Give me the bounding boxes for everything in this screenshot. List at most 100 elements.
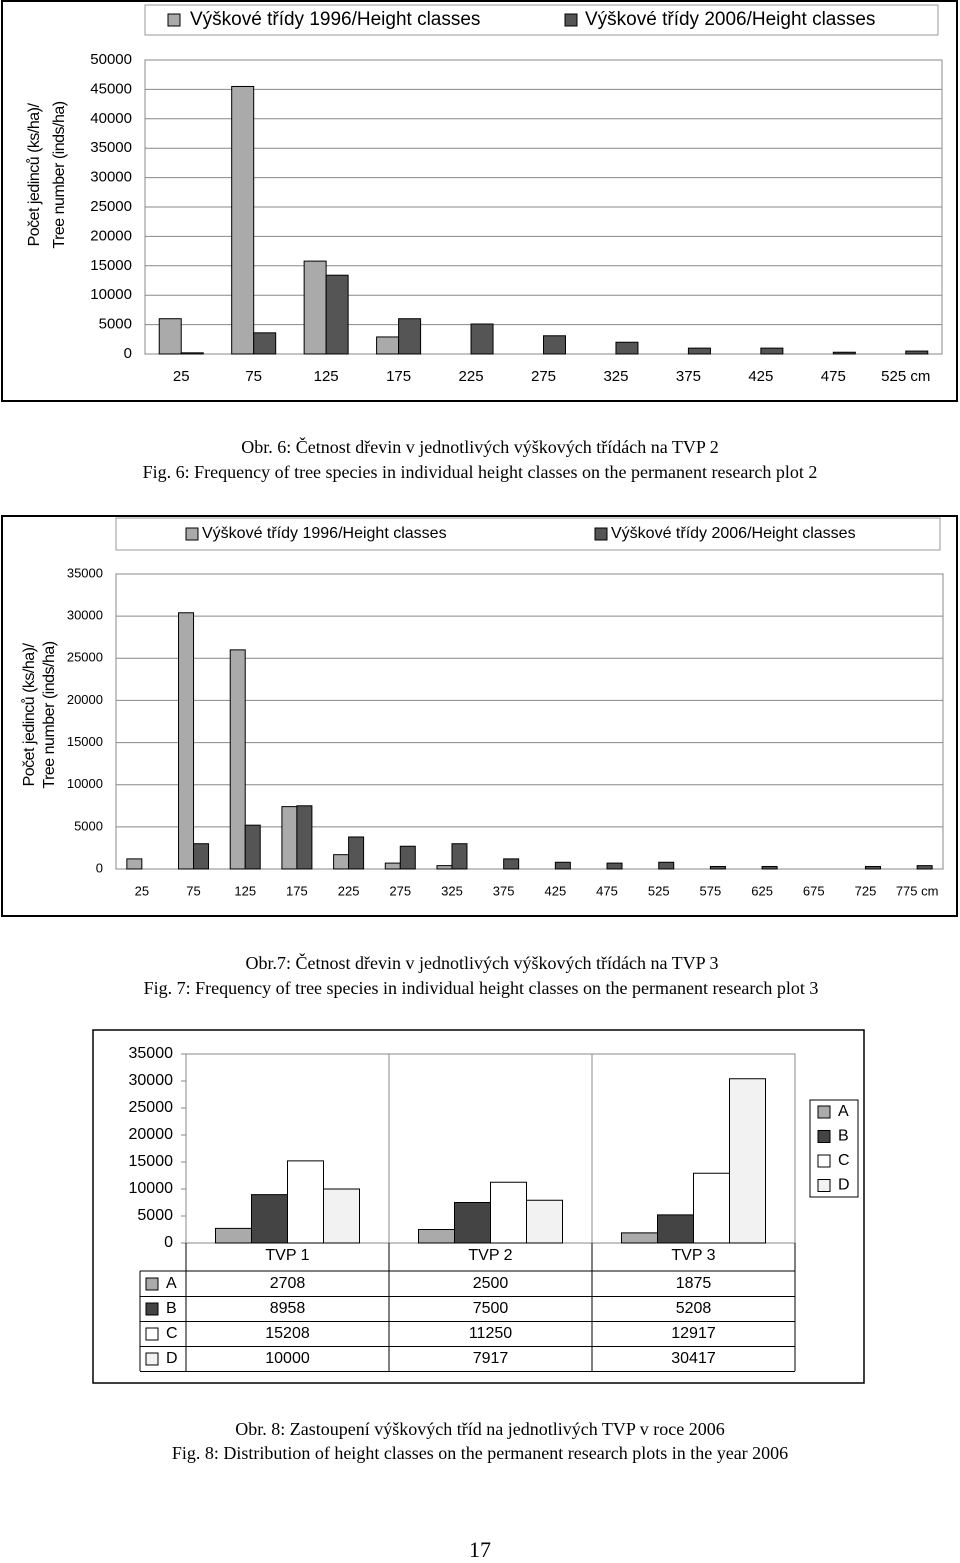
bar (296, 805, 313, 870)
x-tick-label: 475 (596, 883, 618, 898)
table-cell: 12917 (671, 1325, 716, 1342)
x-tick-label: 775 cm (896, 883, 939, 898)
x-tick-label: 325 (441, 883, 463, 898)
bar (399, 845, 416, 870)
table-cell: 30417 (671, 1350, 716, 1367)
bar (451, 843, 468, 870)
table-cell: 2708 (270, 1275, 306, 1292)
bar (526, 1199, 563, 1244)
bar (251, 1194, 288, 1244)
bar (693, 1172, 730, 1244)
table-cell: 10000 (265, 1350, 310, 1367)
x-tick-label: 725 (855, 883, 877, 898)
caption: Obr. 8: Zastoupení výškových tříd na jed… (235, 1419, 724, 1439)
bar (916, 865, 933, 870)
x-tick-label: 25 (173, 368, 190, 385)
y-tick-label: 0 (96, 860, 103, 875)
bar (543, 335, 566, 355)
y-tick-label: 20000 (67, 692, 103, 707)
legend-swatch (817, 1154, 831, 1168)
bar (905, 350, 929, 355)
bar (490, 1181, 527, 1244)
table-cell: 1875 (676, 1275, 712, 1292)
bar (215, 1227, 252, 1244)
bar (864, 865, 881, 870)
x-tick-label: 525 cm (881, 368, 930, 385)
bar (333, 854, 350, 870)
caption: Fig. 8: Distribution of height classes o… (172, 1443, 788, 1463)
table-row-label: C (166, 1325, 178, 1342)
x-tick-label: 275 (389, 883, 411, 898)
caption: Fig. 7: Frequency of tree species in ind… (144, 978, 819, 998)
y-tick-label: 15000 (90, 257, 132, 274)
y-tick-label: 10000 (90, 286, 132, 303)
x-tick-label: 375 (676, 368, 701, 385)
legend-swatch (145, 1277, 159, 1291)
bar (606, 862, 623, 870)
y-tick-label: 0 (124, 345, 132, 362)
y-tick-label: 5000 (99, 316, 132, 333)
y-tick-label: 35000 (129, 1045, 174, 1062)
bar (658, 861, 675, 870)
y-tick-label: 25000 (67, 650, 103, 665)
y-tick-label: 30000 (90, 169, 132, 186)
legend-label: B (838, 1128, 849, 1145)
bar (158, 318, 182, 355)
table-cell: 2500 (473, 1275, 509, 1292)
bar (454, 1202, 491, 1244)
bar (126, 858, 143, 870)
y-tick-label: 50000 (90, 51, 132, 68)
x-tick-label: 25 (135, 883, 149, 898)
x-tick-label: 75 (245, 368, 262, 385)
x-tick-label: 325 (603, 368, 628, 385)
caption: Obr. 6: Četnost dřevin v jednotlivých vý… (241, 436, 718, 457)
bar (178, 612, 195, 870)
y-tick-label: 0 (164, 1234, 173, 1251)
legend-label: C (838, 1152, 850, 1169)
x-tick-label: 475 (821, 368, 846, 385)
legend-swatch (817, 1179, 831, 1192)
legend-box (809, 1099, 859, 1198)
page-number: 17 (469, 1537, 491, 1562)
legend-label: Výškové třídy 2006/Height classes (611, 525, 856, 542)
bar (376, 336, 400, 355)
legend-swatch (145, 1352, 159, 1366)
x-tick-label: 125 (314, 368, 339, 385)
table-cell: 15208 (265, 1325, 310, 1342)
bar (709, 865, 726, 870)
x-tick-label: 225 (459, 368, 484, 385)
bar (325, 274, 349, 355)
table-cell: 7917 (473, 1350, 509, 1367)
legend-box (115, 517, 941, 551)
bar (729, 1078, 766, 1244)
bar (760, 347, 784, 355)
x-tick-label: 375 (493, 883, 515, 898)
bar (323, 1188, 360, 1244)
y-tick-label: 20000 (90, 227, 132, 244)
x-tick-label: 425 (544, 883, 566, 898)
bar (229, 649, 246, 870)
x-tick-label: 425 (748, 368, 773, 385)
legend-swatch (145, 1327, 159, 1341)
legend-swatch (564, 13, 578, 27)
table-row-label: B (166, 1300, 177, 1317)
bar (687, 347, 711, 355)
y-axis-label: Počet jedinců (ks/ha)/ (25, 103, 43, 247)
y-tick-label: 30000 (67, 608, 103, 623)
bar (231, 85, 255, 355)
bar (615, 341, 639, 355)
x-tick-label: 175 (386, 368, 411, 385)
x-tick-label: 75 (186, 883, 200, 898)
legend-label: D (838, 1177, 850, 1194)
x-tick-label: 625 (751, 883, 773, 898)
chart-frame (1, 515, 958, 917)
chart-frame (1, 0, 958, 402)
x-tick-label: 525 (648, 883, 670, 898)
y-tick-label: 10000 (129, 1180, 174, 1197)
y-tick-label: 25000 (129, 1099, 174, 1116)
legend-label: A (838, 1103, 849, 1120)
bar (436, 865, 453, 870)
x-tick-label: TVP 3 (671, 1247, 715, 1264)
bar (470, 323, 494, 355)
x-tick-label: 175 (286, 883, 308, 898)
